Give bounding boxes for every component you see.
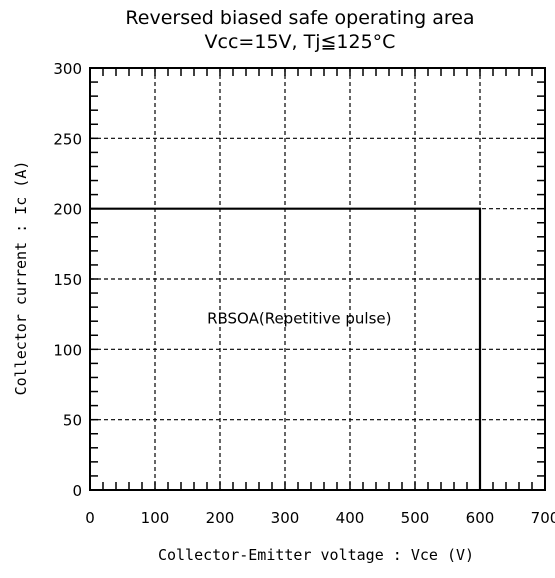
x-tick-label-400: 400 xyxy=(336,509,365,527)
x-axis-label: Collector-Emitter voltage : Vce (V) xyxy=(158,546,474,564)
y-tick-label-50: 50 xyxy=(63,412,82,430)
y-axis-label: Collector current : Ic (A) xyxy=(12,161,30,396)
series-line-0 xyxy=(90,207,482,490)
x-tick-label-0: 0 xyxy=(85,509,95,527)
x-tick-label-600: 600 xyxy=(466,509,495,527)
series-layer xyxy=(90,207,482,490)
chart-subtitle: Vcc=15V, Tj≦125°C xyxy=(205,31,396,53)
axis-ticks xyxy=(89,67,546,491)
y-tick-label-0: 0 xyxy=(72,482,82,500)
x-tick-label-200: 200 xyxy=(206,509,235,527)
y-tick-label-250: 250 xyxy=(53,130,82,148)
plot-frame xyxy=(89,67,546,491)
y-tick-label-150: 150 xyxy=(53,271,82,289)
x-tick-label-700: 700 xyxy=(531,509,555,527)
tick-labels: 0 100 200 300 400 500 600 700 0 50 100 150 200 250 300 xyxy=(53,60,555,527)
rbsoa-annotation: RBSOA(Repetitive pulse) xyxy=(207,309,391,327)
x-tick-label-500: 500 xyxy=(401,509,430,527)
chart-title: Reversed biased safe operating area xyxy=(125,7,474,29)
y-tick-label-300: 300 xyxy=(53,60,82,78)
x-tick-label-300: 300 xyxy=(271,509,300,527)
y-tick-label-100: 100 xyxy=(53,341,82,359)
grid xyxy=(90,68,545,490)
y-tick-label-200: 200 xyxy=(53,201,82,219)
x-tick-label-100: 100 xyxy=(141,509,170,527)
